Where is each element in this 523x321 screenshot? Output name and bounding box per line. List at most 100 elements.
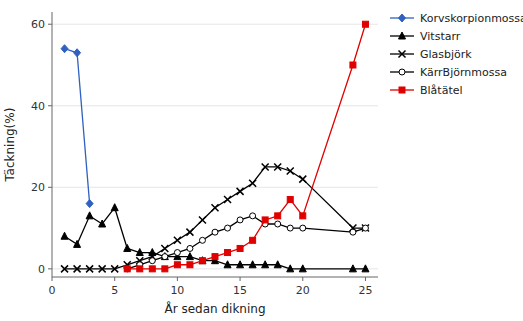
data-point — [199, 237, 205, 243]
data-point — [287, 197, 293, 203]
data-point — [349, 265, 356, 272]
data-point — [162, 254, 168, 260]
data-point — [61, 265, 68, 272]
data-point — [224, 261, 231, 268]
data-point — [225, 250, 231, 256]
data-point — [61, 45, 68, 53]
data-point — [274, 261, 281, 268]
legend-marker — [399, 51, 406, 58]
x-tick — [177, 277, 178, 281]
y-tick-label: 0 — [38, 263, 45, 276]
data-point — [124, 266, 130, 272]
series — [61, 45, 93, 208]
y-tick-label: 60 — [31, 18, 45, 31]
plot-area — [61, 21, 369, 272]
x-tick-label: 0 — [49, 284, 56, 297]
data-point — [237, 261, 244, 268]
data-point — [287, 265, 294, 272]
data-point — [136, 249, 143, 256]
y-tick — [48, 105, 52, 106]
data-point — [111, 204, 118, 211]
data-point — [275, 221, 281, 227]
data-point — [199, 258, 205, 264]
data-point — [224, 196, 231, 203]
data-point — [362, 225, 369, 232]
series-line — [65, 49, 90, 204]
data-point — [212, 254, 218, 260]
grid-line — [52, 105, 378, 106]
data-point — [174, 262, 180, 268]
series-line — [127, 216, 365, 269]
series — [61, 163, 369, 272]
data-point — [162, 266, 168, 272]
data-point — [250, 213, 256, 219]
series — [61, 204, 369, 272]
data-point — [74, 265, 81, 272]
data-point — [300, 225, 306, 231]
x-tick — [52, 277, 53, 281]
data-point — [74, 240, 81, 247]
x-tick-label: 25 — [358, 284, 372, 297]
y-axis-label: Täckning(%) — [3, 108, 17, 183]
legend-marker — [399, 69, 405, 75]
chart: 02040600510152025År sedan dikningTäcknin… — [0, 0, 523, 321]
legend-marker — [399, 32, 406, 39]
x-tick-label: 20 — [296, 284, 310, 297]
series — [124, 21, 368, 272]
data-point — [237, 245, 243, 251]
x-tick — [365, 277, 366, 281]
data-point — [149, 266, 155, 272]
data-point — [275, 213, 281, 219]
data-point — [299, 265, 306, 272]
data-point — [111, 265, 118, 272]
data-point — [149, 258, 155, 264]
data-point — [362, 265, 369, 272]
data-point — [99, 220, 106, 227]
data-point — [350, 229, 356, 235]
x-tick — [240, 277, 241, 281]
data-point — [249, 261, 256, 268]
y-tick-label: 20 — [31, 181, 45, 194]
data-point — [262, 217, 268, 223]
data-point — [249, 180, 256, 187]
data-point — [199, 216, 206, 223]
axes: 0 20 40 60 0 5 10 15 20 25 — [31, 12, 378, 297]
y-tick — [48, 187, 52, 188]
series — [124, 213, 368, 272]
data-point — [262, 163, 269, 170]
grid-line — [52, 24, 378, 25]
data-point — [74, 49, 81, 57]
legend-label: Korvskorpionmossa — [420, 12, 523, 25]
x-tick-label: 5 — [111, 284, 118, 297]
data-point — [187, 262, 193, 268]
x-tick-label: 10 — [170, 284, 184, 297]
data-point — [350, 62, 356, 68]
y-axis-line — [52, 12, 53, 277]
data-point — [262, 261, 269, 268]
data-point — [287, 225, 293, 231]
data-point — [86, 265, 93, 272]
data-point — [212, 229, 218, 235]
data-point — [212, 204, 219, 211]
data-point — [199, 257, 206, 264]
data-point — [124, 266, 130, 272]
legend-marker — [399, 14, 406, 22]
series-line — [65, 208, 366, 269]
series-line — [65, 167, 366, 269]
data-point — [161, 245, 168, 252]
legend-label: Vitstarr — [420, 30, 461, 43]
x-tick-label: 15 — [233, 284, 247, 297]
data-point — [237, 217, 243, 223]
data-point — [124, 244, 131, 251]
y-tick-label: 40 — [31, 100, 45, 113]
data-point — [300, 213, 306, 219]
legend-marker — [399, 87, 405, 93]
data-point — [362, 225, 368, 231]
data-point — [61, 232, 68, 239]
data-point — [186, 229, 193, 236]
data-point — [187, 245, 193, 251]
data-point — [137, 266, 143, 272]
data-point — [161, 253, 168, 260]
data-point — [250, 237, 256, 243]
legend-label: KärrBjörnmossa — [420, 66, 507, 79]
